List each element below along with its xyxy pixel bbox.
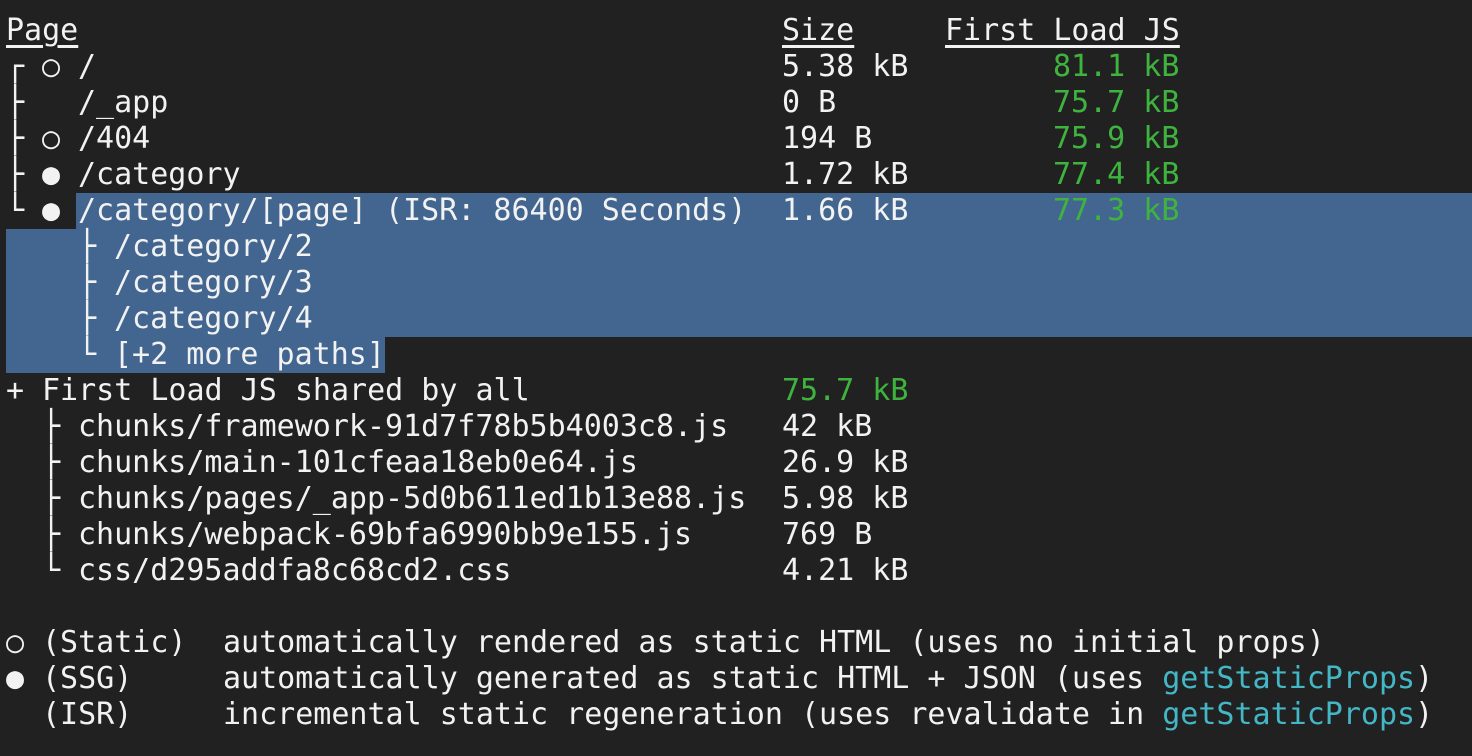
chunk-file: chunks/pages/_app-5d0b611ed1b13e88.js — [78, 481, 747, 516]
route-path: / — [78, 49, 97, 84]
shared-bundle-row: + First Load JS shared by all 75.7 kB — [0, 373, 1472, 409]
isr-path-row-selected: └ [+2 more paths] — [0, 337, 1472, 373]
route-first-load: 77.3 kB — [1053, 193, 1180, 228]
tree-branch-icon: ├ — [6, 121, 25, 156]
static-indicator-icon: ○ — [42, 49, 61, 84]
isr-path-row-selected: ├ /category/3 — [0, 265, 1472, 301]
shared-bundle-label: First Load JS shared by all — [42, 373, 530, 408]
route-path: /category — [78, 157, 241, 192]
tree-end-icon: └ — [78, 337, 97, 372]
legend-row-ssg: ● (SSG) automatically generated as stati… — [0, 661, 1472, 697]
legend-row-isr: (ISR) incremental static regeneration (u… — [0, 697, 1472, 733]
chunk-row: ├ chunks/main-101cfeaa18eb0e64.js 26.9 k… — [0, 445, 1472, 481]
column-header-first-load-js: First Load JS — [945, 13, 1180, 48]
static-legend-icon: ○ — [6, 625, 25, 660]
static-indicator-icon: ○ — [42, 121, 61, 156]
selection-highlight — [6, 265, 1472, 301]
route-row: ├ ○ /404 194 B 75.9 kB — [0, 121, 1472, 157]
route-size: 194 B — [782, 121, 873, 156]
tree-branch-icon: ├ — [42, 481, 61, 516]
selection-highlight — [6, 229, 1472, 265]
column-header-page: Page — [6, 13, 79, 48]
legend-label: (ISR) — [42, 697, 133, 732]
tree-branch-icon: ├ — [42, 517, 61, 552]
route-first-load: 75.9 kB — [1053, 121, 1180, 156]
isr-path: /category/4 — [114, 301, 313, 336]
legend-label: (SSG) — [42, 661, 133, 696]
legend-row-static: ○ (Static) automatically rendered as sta… — [0, 625, 1472, 661]
legend-text: automatically generated as static HTML +… — [223, 661, 1163, 696]
tree-branch-icon: ├ — [42, 445, 61, 480]
legend-text: ) — [1415, 661, 1434, 696]
chunk-size: 26.9 kB — [782, 445, 909, 480]
legend-code: getStaticProps — [1162, 661, 1416, 696]
route-path: /category/[page] (ISR: 86400 Seconds) — [78, 193, 747, 228]
route-size: 1.72 kB — [782, 157, 909, 192]
isr-path-row-selected: ├ /category/2 — [0, 229, 1472, 265]
chunk-row: ├ chunks/framework-91d7f78b5b4003c8.js 4… — [0, 409, 1472, 445]
route-row: ├ /_app 0 B 75.7 kB — [0, 85, 1472, 121]
route-path: /404 — [78, 121, 151, 156]
route-size: 0 B — [782, 85, 837, 120]
tree-corner-icon: ┌ — [6, 49, 25, 84]
tree-end-icon: └ — [6, 193, 25, 228]
selection-highlight — [76, 193, 1472, 229]
route-row-selected: └ ● /category/[page] (ISR: 86400 Seconds… — [0, 193, 1472, 229]
tree-end-icon: └ — [42, 553, 61, 588]
legend-description: automatically rendered as static HTML (u… — [223, 625, 1325, 661]
route-row: ┌ ○ / 5.38 kB 81.1 kB — [0, 49, 1472, 85]
ssg-indicator-icon: ● — [42, 193, 61, 228]
shared-bundle-size: 75.7 kB — [782, 373, 909, 408]
chunk-file: chunks/framework-91d7f78b5b4003c8.js — [78, 409, 729, 444]
isr-path: /category/3 — [114, 265, 313, 300]
chunk-size: 4.21 kB — [782, 553, 909, 588]
route-first-load: 77.4 kB — [1053, 157, 1180, 192]
table-header-row: Page Size First Load JS — [0, 13, 1472, 49]
tree-branch-icon: ├ — [42, 409, 61, 444]
route-first-load: 81.1 kB — [1053, 49, 1180, 84]
legend-text: automatically rendered as static HTML (u… — [223, 625, 1325, 660]
tree-branch-icon: ├ — [78, 265, 97, 300]
chunk-file: css/d295addfa8c68cd2.css — [78, 553, 512, 588]
route-row: ├ ● /category 1.72 kB 77.4 kB — [0, 157, 1472, 193]
selection-highlight — [6, 301, 1472, 337]
blank-row — [0, 589, 1472, 625]
route-path: /_app — [78, 85, 169, 120]
legend-description: automatically generated as static HTML +… — [223, 661, 1433, 697]
route-first-load: 75.7 kB — [1053, 85, 1180, 120]
chunk-row: └ css/d295addfa8c68cd2.css 4.21 kB — [0, 553, 1472, 589]
tree-branch-icon: ├ — [6, 85, 25, 120]
legend-description: incremental static regeneration (uses re… — [223, 697, 1433, 733]
chunk-row: ├ chunks/webpack-69bfa6990bb9e155.js 769… — [0, 517, 1472, 553]
plus-icon: + — [6, 373, 25, 408]
ssg-legend-icon: ● — [6, 661, 25, 696]
chunk-row: ├ chunks/pages/_app-5d0b611ed1b13e88.js … — [0, 481, 1472, 517]
legend-text: ) — [1415, 697, 1434, 732]
isr-path: [+2 more paths] — [114, 337, 385, 372]
tree-branch-icon: ├ — [6, 157, 25, 192]
ssg-indicator-icon: ● — [42, 157, 61, 192]
chunk-size: 769 B — [782, 517, 873, 552]
tree-branch-icon: ├ — [78, 229, 97, 264]
chunk-file: chunks/main-101cfeaa18eb0e64.js — [78, 445, 638, 480]
legend-code: getStaticProps — [1162, 697, 1416, 732]
column-header-size: Size — [782, 13, 855, 48]
chunk-file: chunks/webpack-69bfa6990bb9e155.js — [78, 517, 693, 552]
selection-highlight — [6, 337, 385, 373]
route-size: 1.66 kB — [782, 193, 909, 228]
legend-text: incremental static regeneration (uses re… — [223, 697, 1163, 732]
isr-path: /category/2 — [114, 229, 313, 264]
tree-branch-icon: ├ — [78, 301, 97, 336]
isr-path-row-selected: ├ /category/4 — [0, 301, 1472, 337]
chunk-size: 42 kB — [782, 409, 873, 444]
route-size: 5.38 kB — [782, 49, 909, 84]
chunk-size: 5.98 kB — [782, 481, 909, 516]
legend-label: (Static) — [42, 625, 187, 660]
